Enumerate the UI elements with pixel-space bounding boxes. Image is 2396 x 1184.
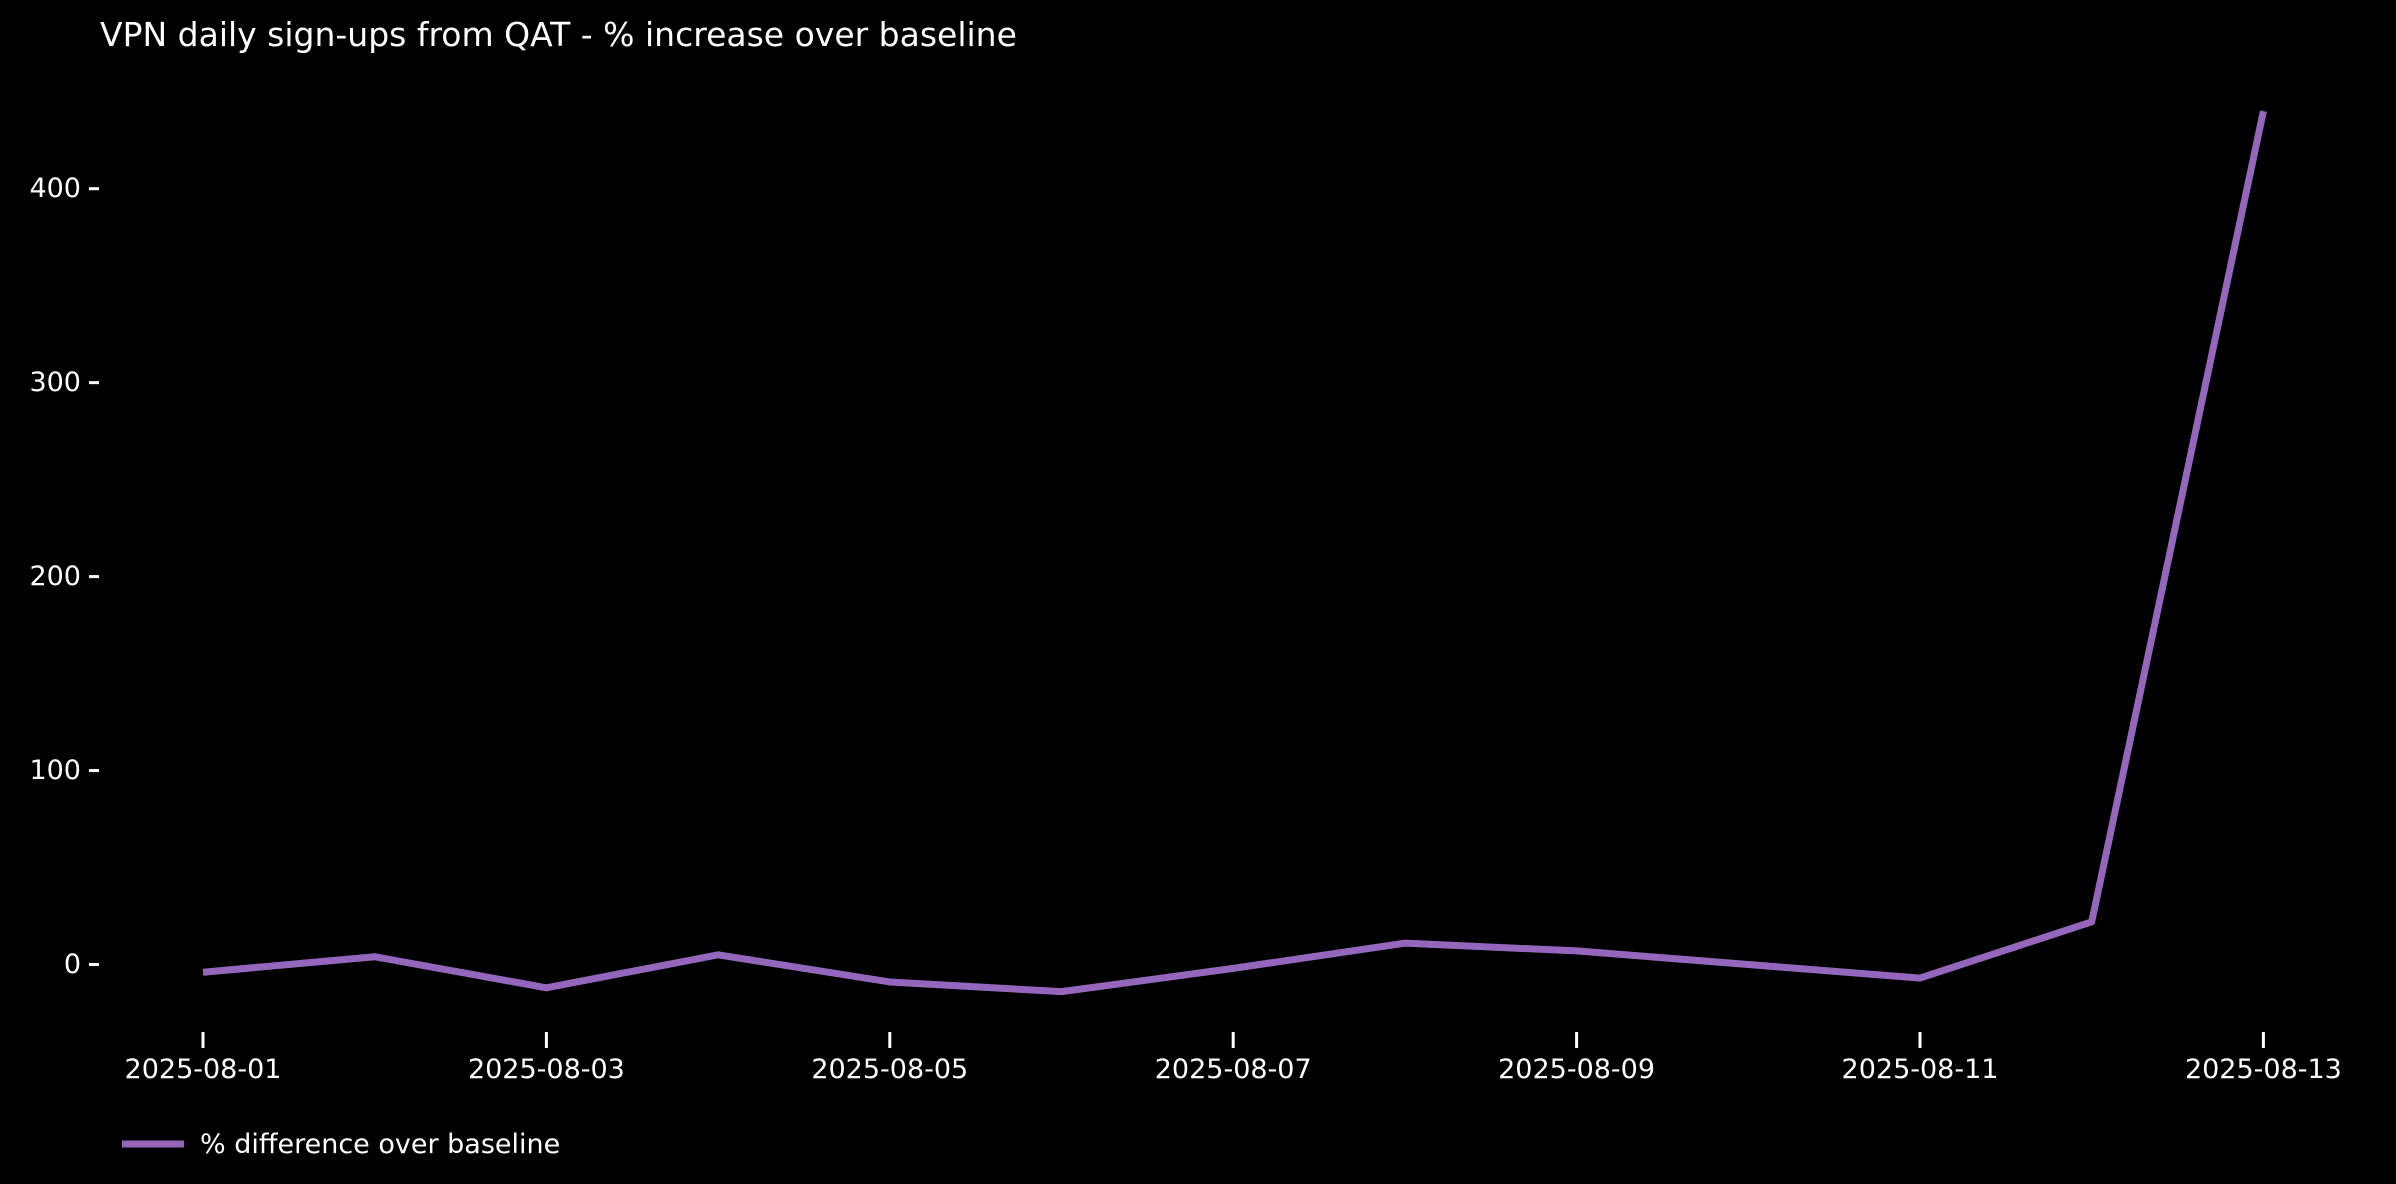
legend-label: % difference over baseline: [200, 1129, 560, 1160]
x-tick-label: 2025-08-11: [1842, 1054, 1999, 1085]
y-tick-label: 400: [29, 173, 81, 204]
chart-title: VPN daily sign-ups from QAT - % increase…: [100, 15, 1017, 54]
y-tick-label: 300: [29, 367, 81, 398]
x-tick-label: 2025-08-07: [1155, 1054, 1312, 1085]
y-axis: 0 100 200 300 400: [29, 173, 99, 980]
x-axis: 2025-08-01 2025-08-03 2025-08-05 2025-08-07…: [125, 1032, 2342, 1085]
data-line-pct-difference: [202, 110, 2267, 996]
x-tick-label: 2025-08-01: [125, 1054, 282, 1085]
y-tick-label: 200: [29, 561, 81, 592]
y-tick-label: 100: [29, 755, 81, 786]
legend: % difference over baseline: [122, 1129, 560, 1160]
y-tick-label: 0: [64, 949, 81, 980]
x-tick-label: 2025-08-09: [1498, 1054, 1655, 1085]
x-tick-label: 2025-08-05: [811, 1054, 968, 1085]
x-tick-label: 2025-08-13: [2185, 1054, 2342, 1085]
x-tick-label: 2025-08-03: [468, 1054, 625, 1085]
